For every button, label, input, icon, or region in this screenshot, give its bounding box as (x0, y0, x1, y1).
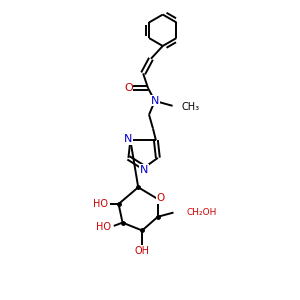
Text: CH₃: CH₃ (182, 102, 200, 112)
Text: N: N (151, 96, 159, 106)
Text: N: N (124, 134, 133, 144)
Text: CH₂OH: CH₂OH (186, 208, 217, 217)
Text: N: N (140, 165, 148, 175)
Text: HO: HO (96, 222, 111, 232)
Text: OH: OH (135, 246, 150, 256)
Text: HO: HO (93, 199, 108, 209)
Text: O: O (124, 83, 133, 93)
Text: O: O (157, 193, 165, 203)
